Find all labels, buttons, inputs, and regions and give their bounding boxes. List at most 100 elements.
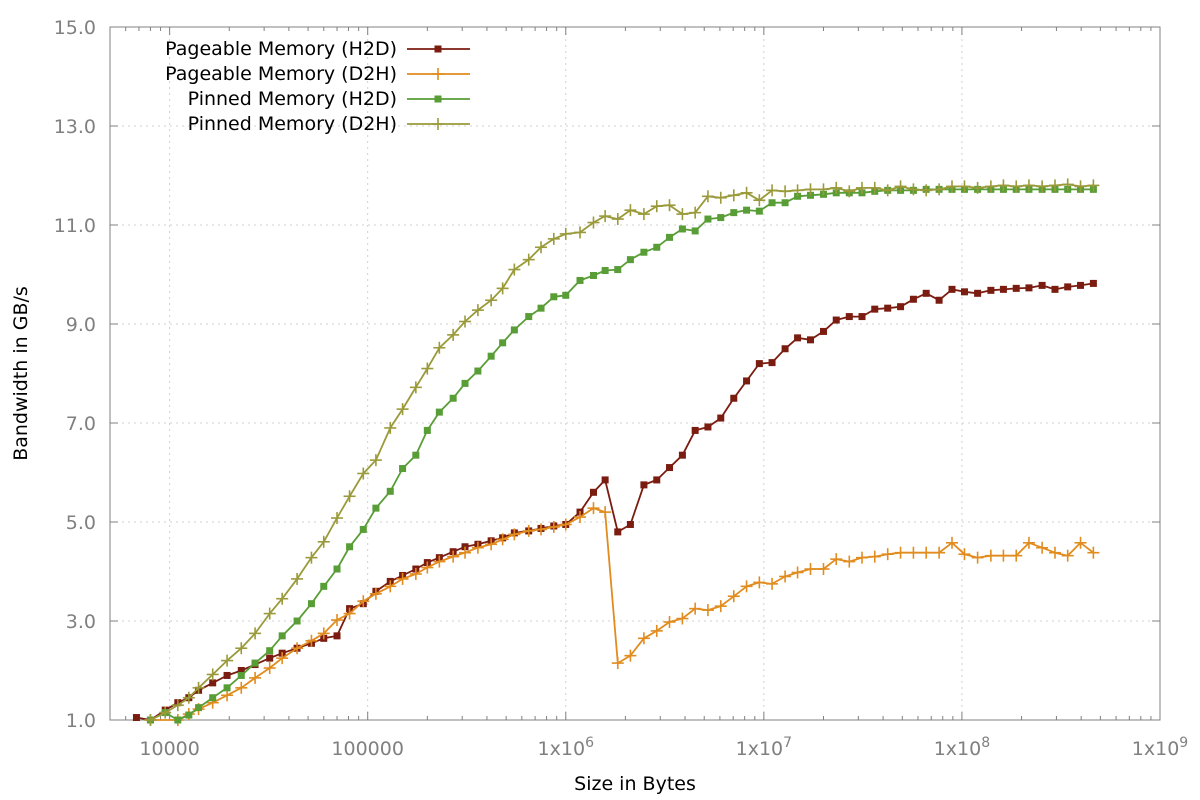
data-point: [174, 716, 182, 724]
series-3: [146, 185, 1097, 724]
data-point: [794, 334, 802, 342]
data-point: [317, 535, 330, 548]
data-point: [894, 180, 907, 193]
data-point: [676, 208, 689, 221]
data-point: [830, 553, 843, 566]
data-point: [766, 577, 779, 590]
data-point: [689, 206, 702, 219]
data-point: [791, 184, 804, 197]
data-point: [781, 199, 789, 207]
data-point: [449, 394, 457, 402]
data-point: [471, 541, 484, 554]
data-point: [1061, 549, 1074, 562]
data-point: [305, 551, 318, 564]
data-point: [740, 580, 753, 593]
data-point: [717, 214, 725, 222]
data-point: [856, 181, 869, 194]
data-point: [485, 294, 498, 307]
series-layer: [132, 178, 1100, 726]
data-point: [868, 550, 881, 563]
data-point: [1036, 541, 1049, 554]
x-tick-label: 1x107: [736, 735, 792, 760]
data-point: [650, 624, 663, 637]
data-point: [1077, 281, 1085, 289]
data-point: [730, 394, 738, 402]
data-point: [614, 528, 622, 536]
data-point: [320, 582, 328, 590]
data-point: [999, 285, 1007, 293]
data-point: [357, 467, 370, 480]
data-point: [960, 288, 968, 296]
data-point: [235, 642, 248, 655]
legend-item: Pageable Memory (H2D): [165, 38, 470, 60]
data-point: [535, 523, 548, 536]
data-point: [704, 423, 712, 431]
data-point: [263, 607, 276, 620]
data-point: [781, 345, 789, 353]
data-point: [920, 546, 933, 559]
data-point: [369, 587, 382, 600]
data-point: [209, 694, 217, 702]
data-point: [559, 227, 572, 240]
data-point: [346, 543, 354, 551]
data-point: [740, 186, 753, 199]
data-point: [1061, 178, 1074, 191]
data-point: [624, 649, 637, 662]
data-point: [640, 481, 648, 489]
legend-label: Pageable Memory (D2H): [165, 63, 397, 85]
data-point: [307, 600, 315, 608]
data-point: [1089, 279, 1097, 287]
data-point: [753, 194, 766, 207]
data-point: [766, 184, 779, 197]
data-point: [421, 561, 434, 574]
data-point: [386, 487, 394, 495]
data-point: [459, 546, 472, 559]
y-tick-label: 15.0: [54, 17, 96, 39]
data-point: [182, 691, 195, 704]
data-point: [559, 518, 572, 531]
data-point: [691, 426, 699, 434]
series-line: [149, 183, 1094, 721]
y-tick-label: 3.0: [66, 611, 96, 633]
data-point: [817, 563, 830, 576]
data-point: [804, 183, 817, 196]
legend-marker: [434, 95, 442, 103]
data-point: [907, 183, 920, 196]
data-point: [343, 490, 356, 503]
y-tick-label: 11.0: [54, 215, 96, 237]
data-point: [496, 282, 509, 295]
data-point: [237, 667, 245, 674]
data-point: [1074, 536, 1087, 549]
data-point: [755, 207, 763, 215]
data-point: [897, 303, 905, 311]
data-point: [576, 276, 584, 284]
data-point: [537, 304, 545, 312]
data-point: [945, 180, 958, 193]
x-tick-label: 100000: [331, 738, 404, 760]
data-point: [412, 451, 420, 459]
data-point: [971, 551, 984, 564]
legend-label: Pageable Memory (H2D): [165, 38, 397, 60]
data-point: [547, 520, 560, 533]
data-point: [717, 414, 725, 422]
data-point: [525, 313, 533, 321]
data-point: [714, 600, 727, 613]
legend-marker: [432, 68, 444, 80]
data-point: [266, 654, 274, 662]
y-axis-title: Bandwidth in GB/s: [10, 286, 32, 461]
data-point: [384, 580, 397, 593]
data-point: [624, 204, 637, 217]
data-point: [640, 248, 648, 256]
data-point: [192, 681, 205, 694]
data-point: [791, 566, 804, 579]
data-point: [589, 271, 597, 279]
data-point: [1022, 179, 1035, 192]
series-line: [149, 188, 1094, 721]
data-point: [1010, 549, 1023, 562]
data-point: [508, 263, 521, 276]
data-point: [1048, 546, 1061, 559]
data-point: [599, 210, 612, 223]
data-point: [221, 654, 234, 667]
data-point: [611, 657, 624, 670]
legend-label: Pinned Memory (D2H): [188, 113, 397, 135]
